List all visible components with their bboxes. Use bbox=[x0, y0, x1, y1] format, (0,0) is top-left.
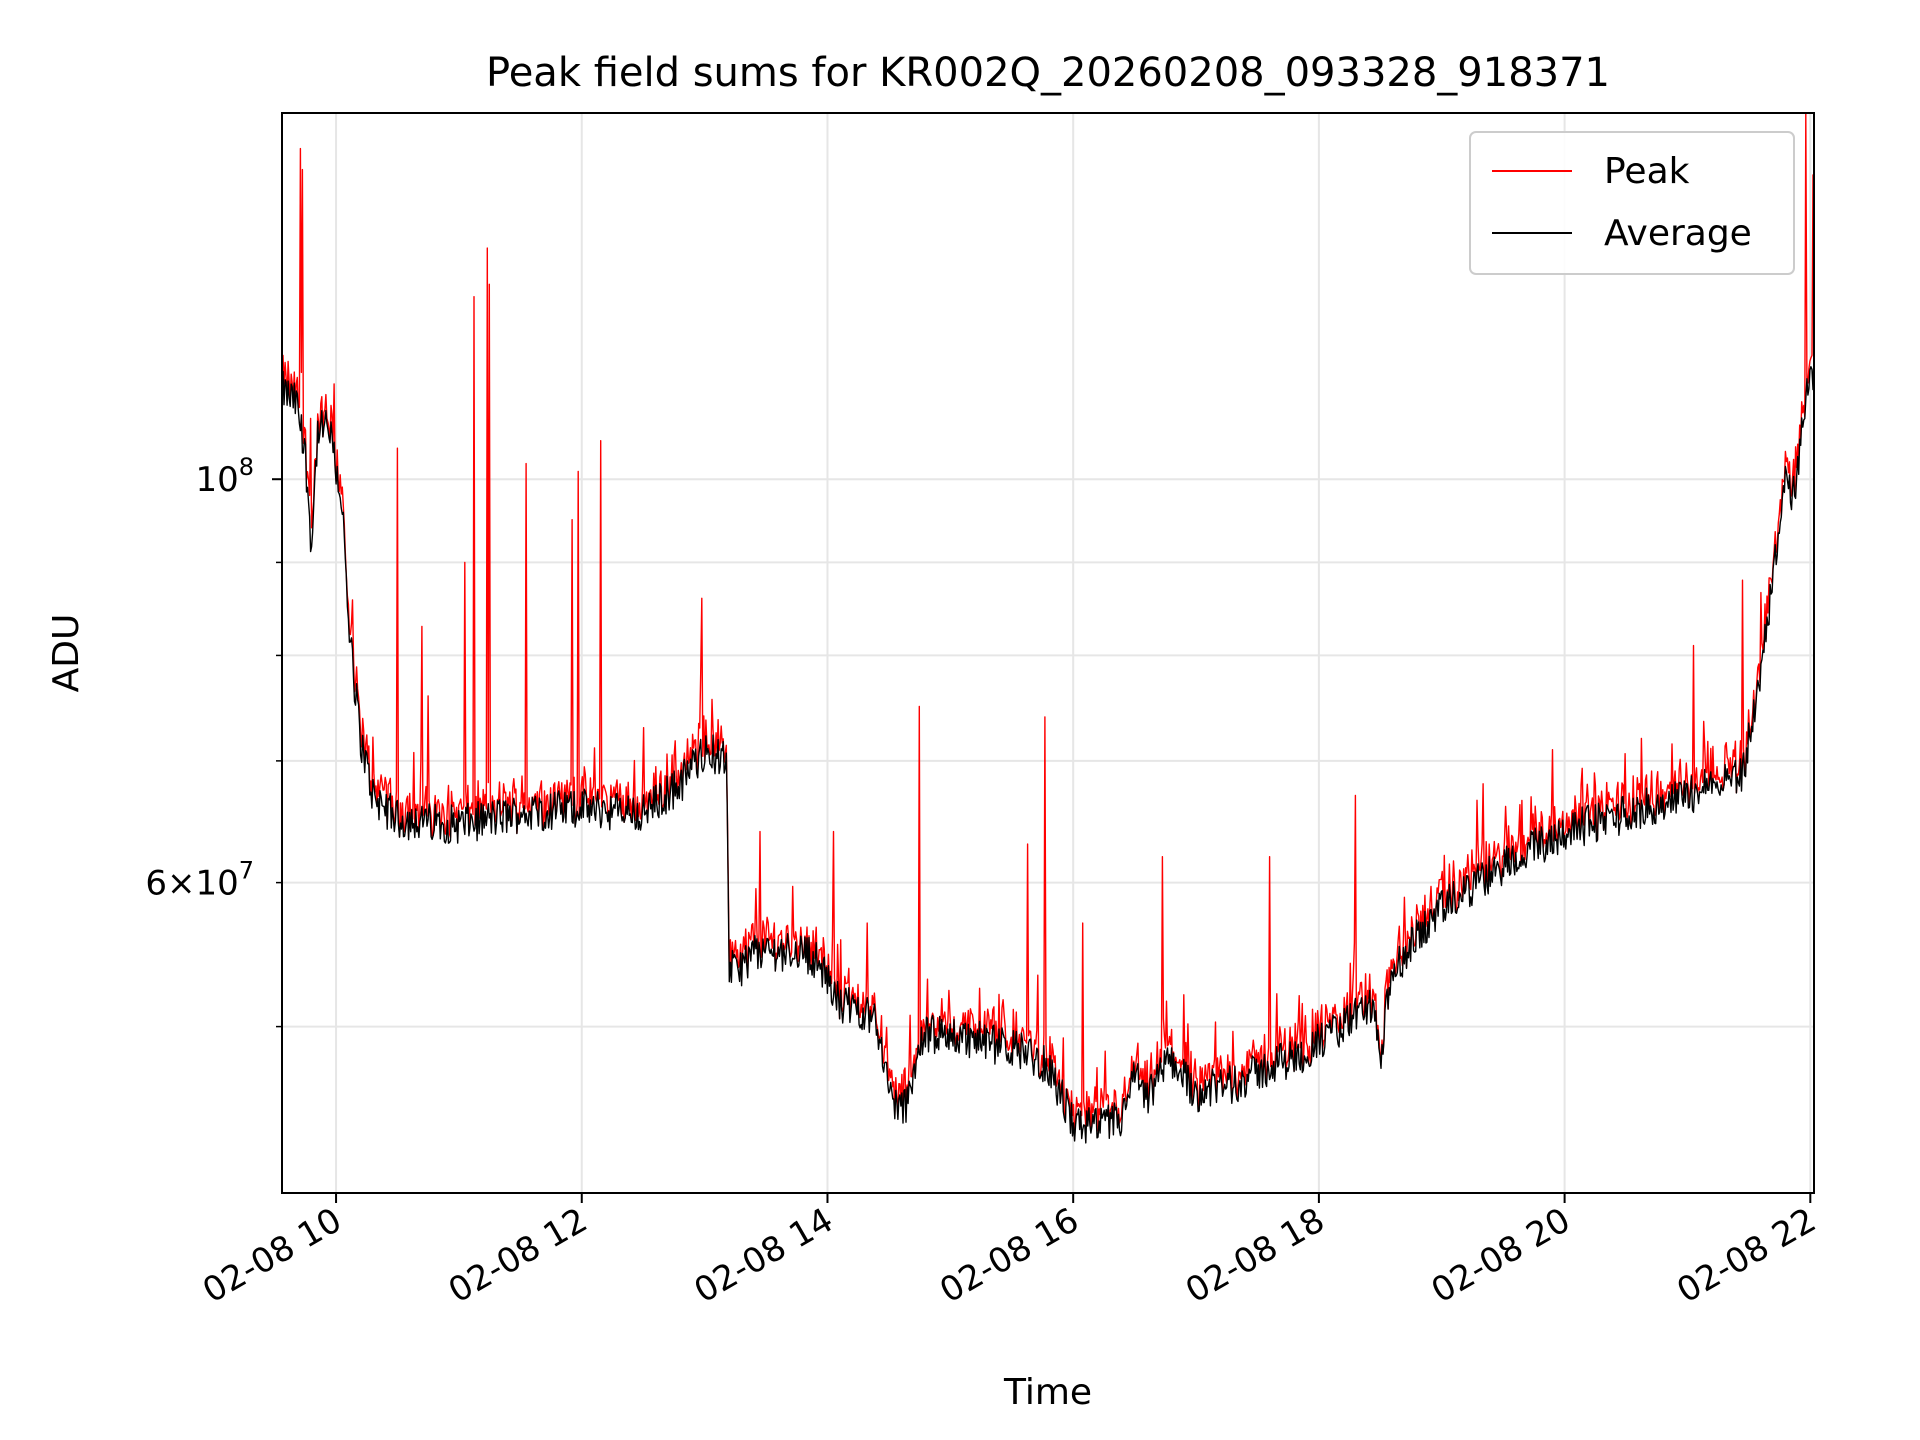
legend-average-label: Average bbox=[1604, 213, 1752, 254]
y-tick-label: 108 bbox=[195, 453, 254, 500]
series-line-peak bbox=[281, 112, 1815, 1140]
y-tick-exponent: 8 bbox=[239, 453, 254, 481]
grid bbox=[282, 113, 1814, 1193]
legend-box bbox=[1469, 131, 1795, 275]
y-tick-mantissa: 6 bbox=[145, 864, 167, 904]
series-line-average bbox=[281, 356, 1815, 1144]
y-tick-base: 10 bbox=[195, 864, 238, 904]
legend: Peak Average bbox=[1469, 131, 1795, 275]
y-minor-tick-label: 6×107 bbox=[145, 857, 254, 904]
x-axis-label: Time bbox=[1003, 1372, 1092, 1413]
legend-peak-label: Peak bbox=[1604, 151, 1690, 192]
y-axis-label: ADU bbox=[46, 614, 87, 693]
series-layer bbox=[281, 112, 1815, 1144]
plot-frame bbox=[281, 112, 1815, 1194]
chart-title: Peak field sums for KR002Q_20260208_0933… bbox=[486, 50, 1610, 96]
y-tick-times: × bbox=[167, 864, 196, 904]
y-tick-exponent: 7 bbox=[239, 857, 254, 885]
y-tick-base: 10 bbox=[195, 460, 238, 500]
